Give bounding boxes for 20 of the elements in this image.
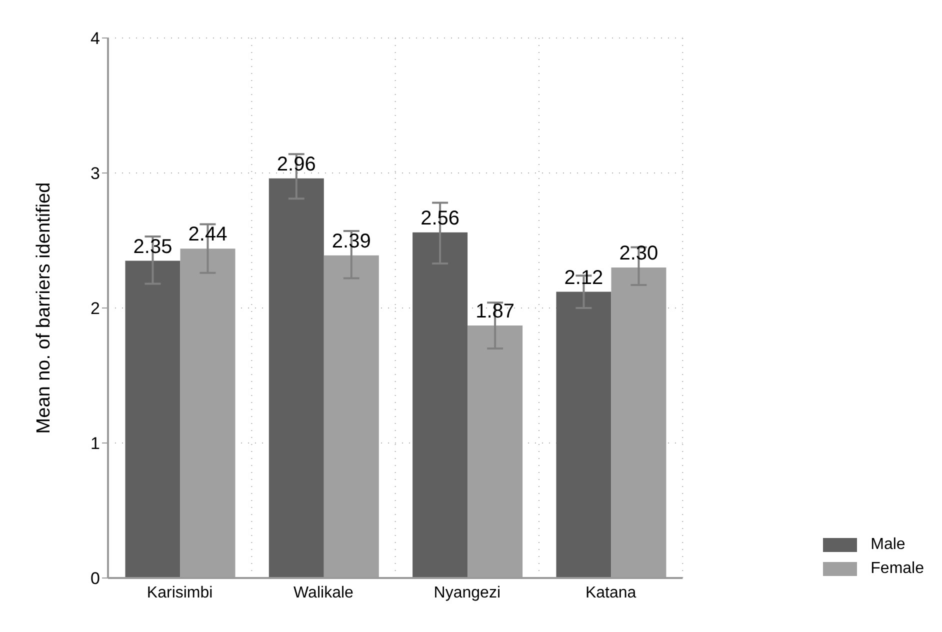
y-axis-title: Mean no. of barriers identified [34,182,55,434]
y-tick-label: 1 [90,434,100,454]
y-tick-label: 0 [90,569,100,588]
x-tick-label: Karisimbi [146,584,213,602]
data-label: 2.39 [332,230,371,252]
x-tick-label: Nyangezi [434,584,500,602]
y-tick-label: 2 [90,299,100,318]
y-tick-label: 4 [90,29,100,48]
data-label: 2.12 [564,266,604,289]
legend-label: Male [870,536,906,554]
data-label: 1.87 [476,300,515,323]
data-label: 2.96 [276,153,316,176]
y-tick-label: 3 [90,164,100,184]
data-label: 2.56 [420,207,460,230]
x-tick-label: Walikale [294,584,354,602]
data-label: 2.35 [133,236,172,258]
data-label: 2.44 [188,224,228,246]
x-tick-label: Katana [585,584,636,602]
data-label: 2.30 [619,242,658,264]
legend-label: Female [870,560,924,578]
